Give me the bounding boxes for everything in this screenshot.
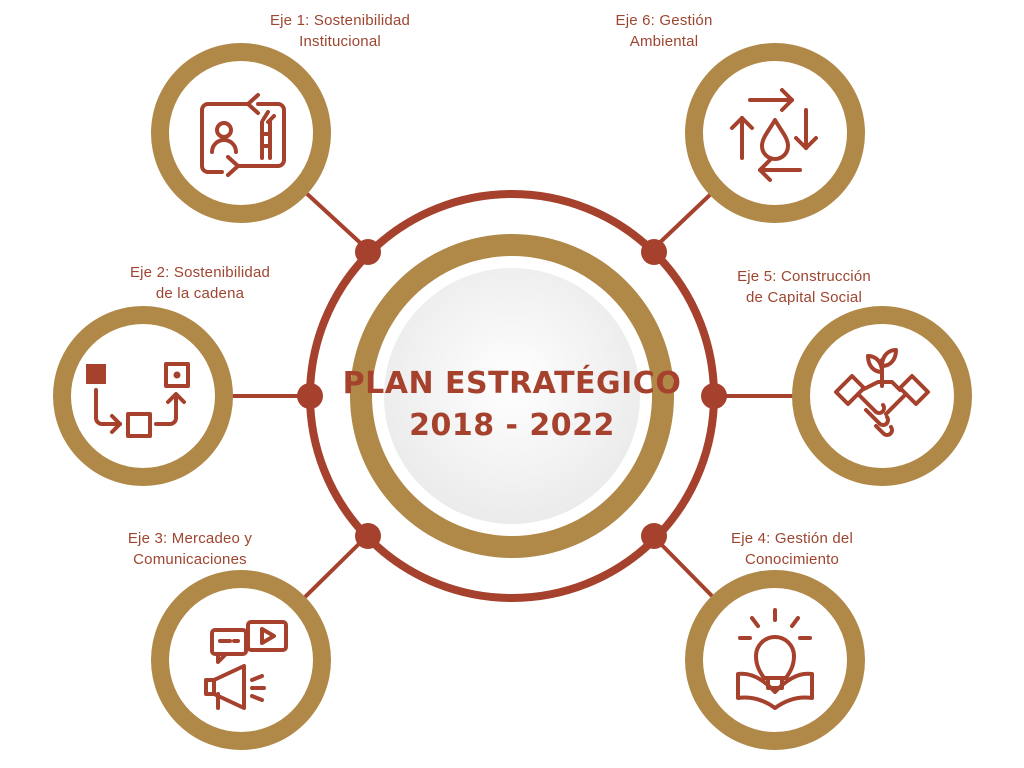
water-drop-recycle-icon [730, 88, 818, 182]
connector-dot [297, 383, 323, 409]
axis-label-eje-5: Eje 5: Construcción de Capital Social [704, 266, 904, 308]
axis-label-line: de Capital Social [746, 289, 862, 306]
axis-label-line: Eje 6: Gestión [615, 12, 713, 29]
connector-dot [701, 383, 727, 409]
lightbulb-book-icon [736, 608, 814, 710]
node-eje-5 [792, 306, 972, 486]
people-cane-cycle-icon [200, 93, 286, 177]
node-eje-2 [53, 306, 233, 486]
axis-label-eje-3: Eje 3: Mercadeo y Comunicaciones [90, 528, 290, 570]
axis-label-line: Eje 2: Sostenibilidad [129, 264, 271, 281]
axis-label-line: Eje 4: Gestión del [730, 530, 853, 547]
axis-label-line: de la cadena [155, 285, 245, 302]
axis-label-eje-4: Eje 4: Gestión del Conocimiento [692, 528, 892, 570]
axis-label-line: Ambiental [629, 33, 699, 50]
axis-label-line: Eje 5: Construcción [737, 268, 871, 285]
axis-label-line: Comunicaciones [133, 551, 247, 568]
megaphone-chat-icon [204, 620, 288, 710]
node-eje-4 [685, 570, 865, 750]
connector-dot [641, 239, 667, 265]
connector-dot [641, 523, 667, 549]
node-eje-3 [151, 570, 331, 750]
axis-label-eje-1: Eje 1: Sostenibilidad Institucional [230, 10, 450, 52]
axis-label-line: Eje 3: Mercadeo y [127, 530, 253, 547]
handshake-plant-icon [834, 348, 930, 437]
center-title-line-1: PLAN ESTRATÉGICO [343, 365, 682, 401]
axis-label-line: Conocimiento [744, 551, 840, 568]
axis-label-eje-2: Eje 2: Sostenibilidad de la cadena [90, 262, 310, 304]
connector-dots [297, 239, 727, 549]
node-eje-1 [151, 43, 331, 223]
process-flow-icon [86, 362, 190, 438]
axis-label-line: Eje 1: Sostenibilidad [269, 12, 411, 29]
axis-label-eje-6: Eje 6: Gestión Ambiental [574, 10, 754, 52]
center-title-line-2: 2018 - 2022 [409, 408, 615, 443]
center-circle: PLAN ESTRATÉGICO 2018 - 2022 [343, 234, 682, 558]
connector-dot [355, 239, 381, 265]
axis-label-line: Institucional [299, 33, 381, 50]
node-eje-6 [685, 43, 865, 223]
connector-dot [355, 523, 381, 549]
